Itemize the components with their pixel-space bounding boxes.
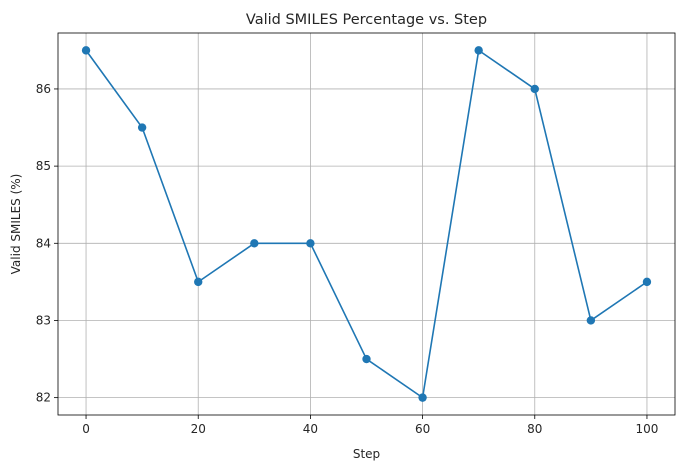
y-tick-label: 86 bbox=[36, 82, 51, 96]
data-point bbox=[586, 316, 596, 325]
axis-ticks: 0 20 40 60 80 100 82 83 84 85 86 bbox=[36, 82, 659, 436]
data-point bbox=[81, 46, 91, 55]
y-axis-label: Valid SMILES (%) bbox=[9, 174, 23, 275]
chart-title: Valid SMILES Percentage vs. Step bbox=[246, 12, 487, 28]
data-point bbox=[250, 239, 259, 248]
x-tick-label: 60 bbox=[415, 422, 430, 436]
x-axis-label: Step bbox=[353, 447, 380, 461]
data-point bbox=[306, 239, 315, 248]
data-point bbox=[362, 354, 371, 364]
x-tick-label: 40 bbox=[303, 422, 318, 436]
y-tick-label: 83 bbox=[36, 313, 51, 327]
x-tick-label: 100 bbox=[636, 422, 659, 436]
y-tick-label: 84 bbox=[36, 236, 51, 250]
x-tick-label: 20 bbox=[191, 422, 206, 436]
data-point bbox=[194, 277, 203, 287]
data-point bbox=[474, 46, 483, 55]
y-tick-label: 85 bbox=[36, 159, 51, 173]
data-point bbox=[418, 393, 427, 402]
x-tick-label: 80 bbox=[527, 422, 542, 436]
data-points bbox=[81, 46, 652, 402]
y-tick-label: 82 bbox=[36, 391, 51, 405]
data-point bbox=[642, 277, 652, 287]
x-tick-label: 0 bbox=[82, 422, 90, 436]
data-point bbox=[530, 84, 539, 94]
data-point bbox=[137, 123, 147, 132]
plot-area-frame bbox=[57, 32, 676, 416]
